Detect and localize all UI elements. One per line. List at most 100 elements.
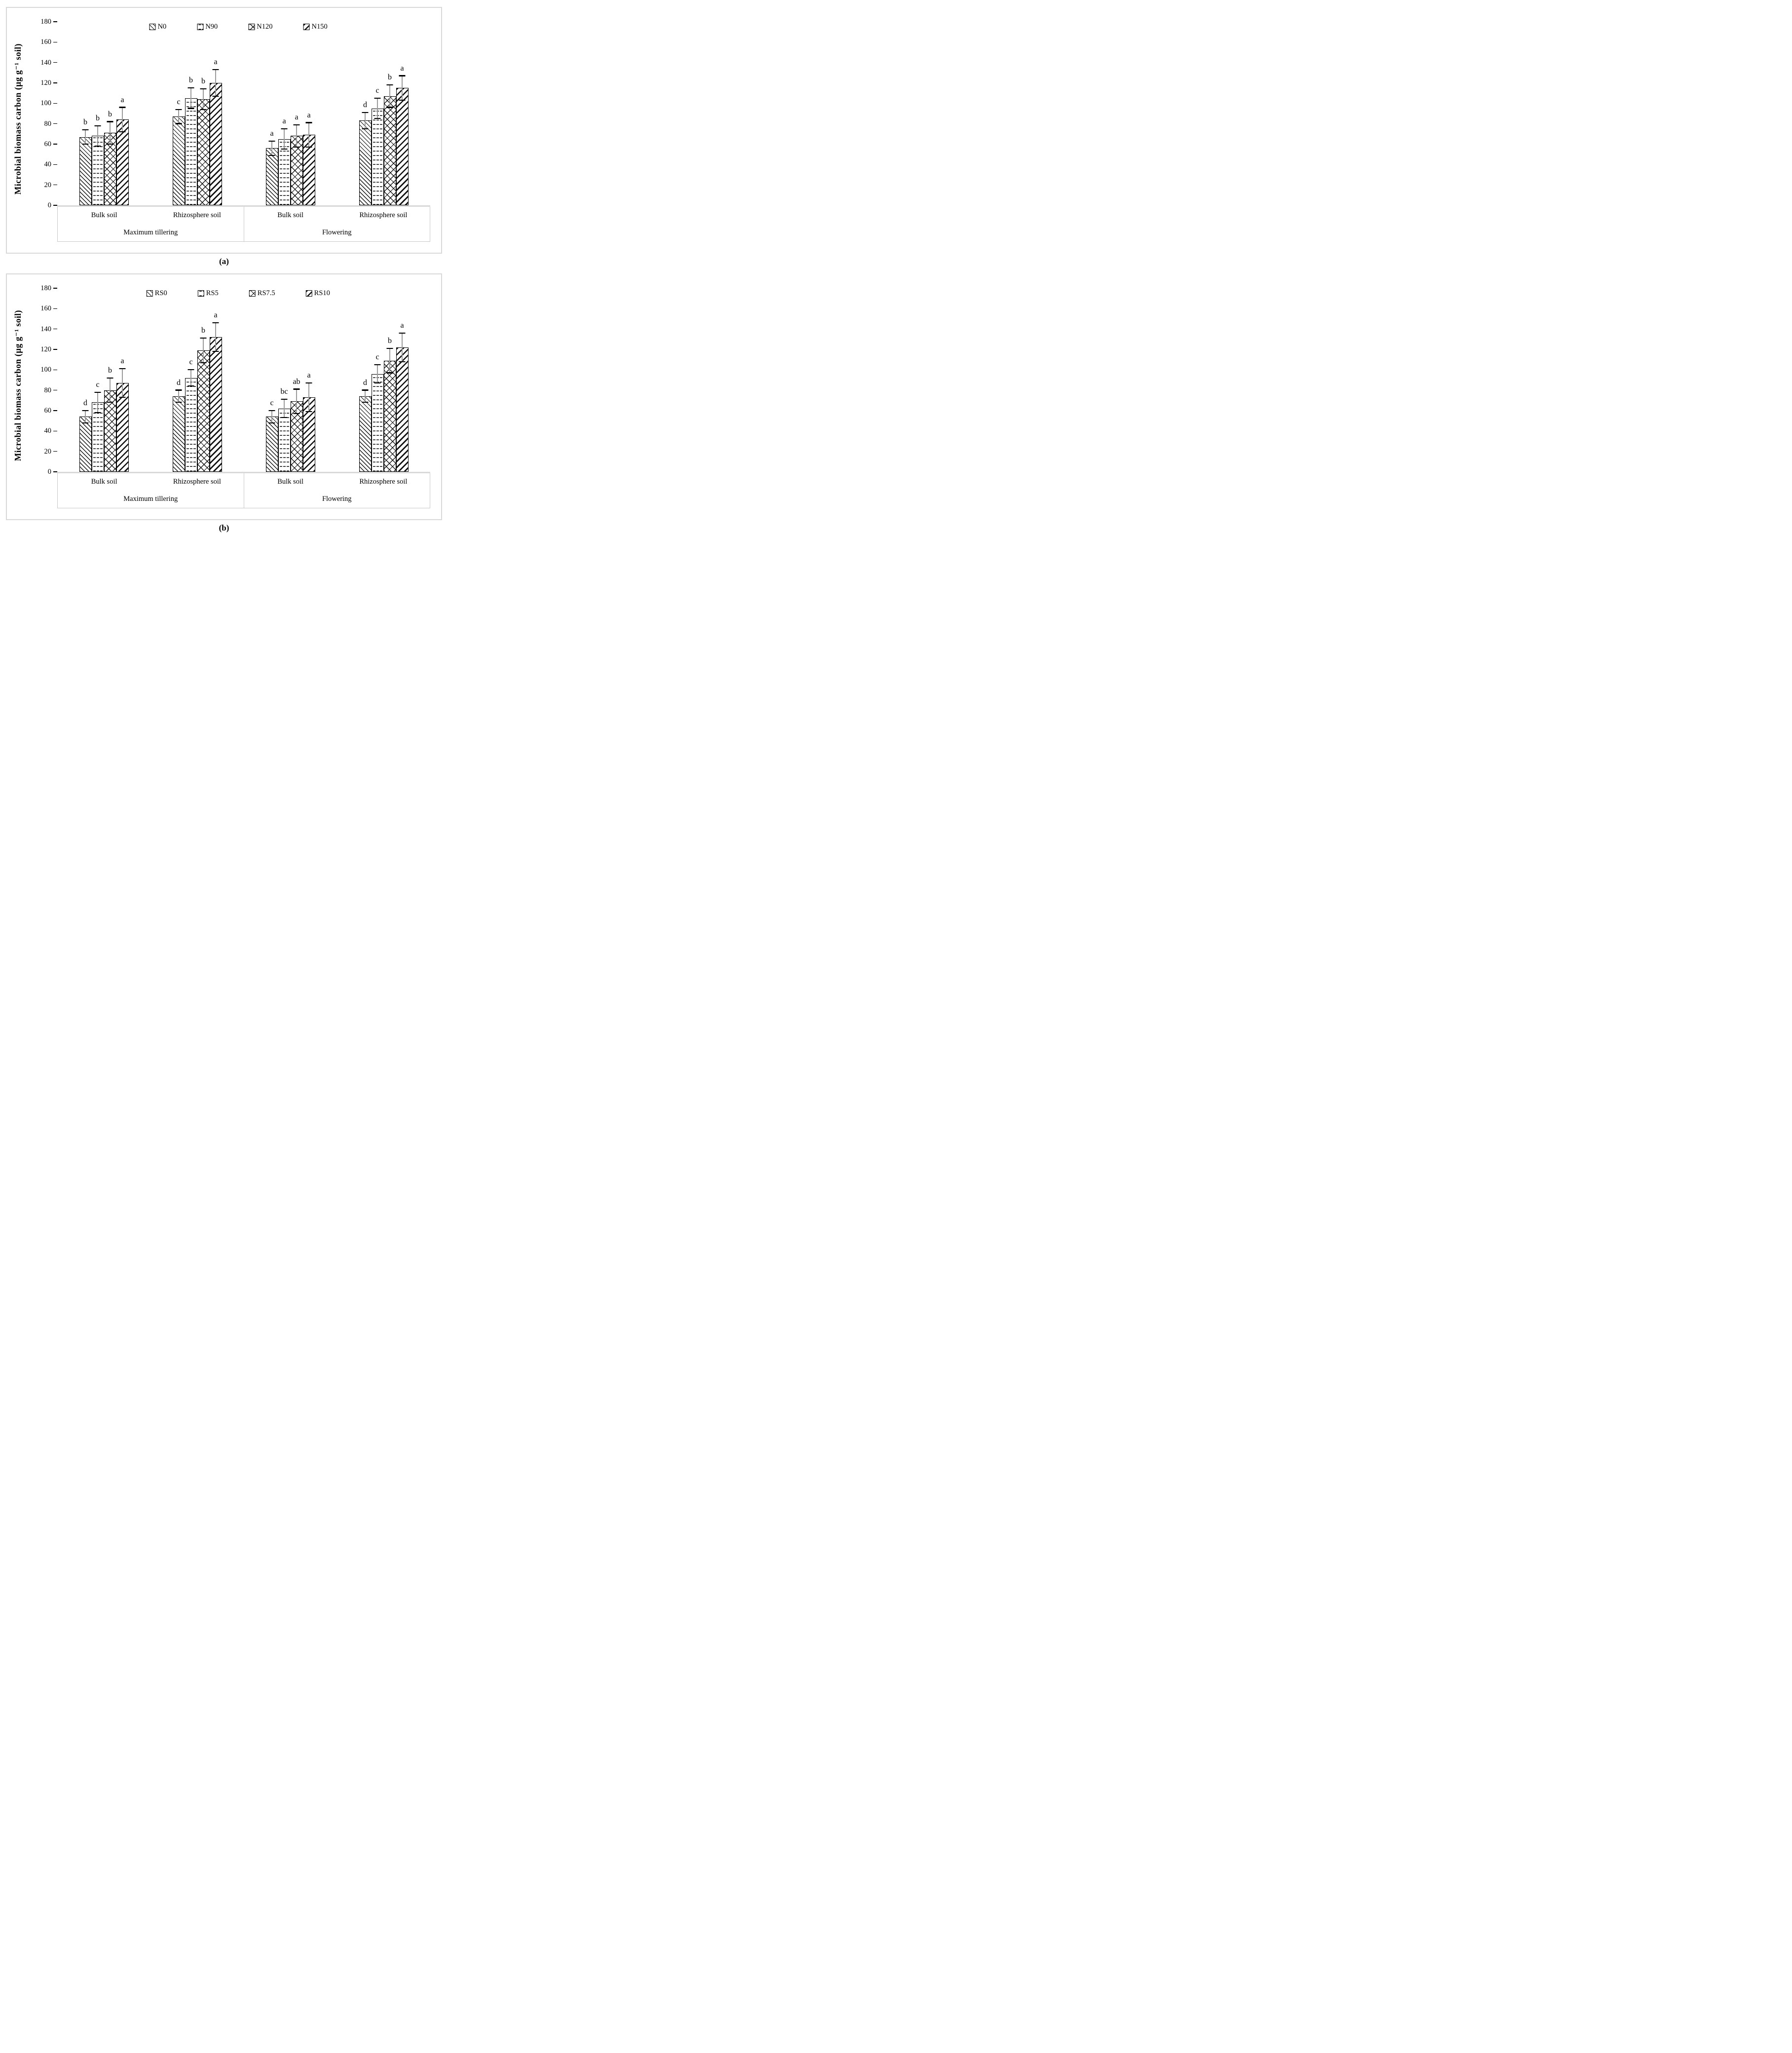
significance-letter: a (214, 58, 218, 67)
y-tick-label: 20 (44, 181, 52, 189)
error-bar-stem (296, 124, 297, 148)
bar-slot: c (371, 22, 384, 205)
significance-letter: a (400, 321, 404, 330)
bar-slot: b (383, 288, 396, 472)
error-bar-cap-bottom (94, 412, 101, 414)
error-bar-stem (402, 333, 403, 362)
bar-N120 (383, 96, 396, 205)
legend-label: RS7.5 (257, 289, 275, 297)
legend-item: N120 (248, 23, 273, 31)
bar-group: c bc ab a (244, 288, 337, 472)
soil-label: Rhizosphere soil (173, 477, 221, 486)
soil-label: Rhizosphere soil (173, 211, 221, 219)
bar-slot: b (185, 22, 197, 205)
significance-letter: c (189, 358, 193, 367)
significance-letter: a (282, 117, 286, 125)
error-bar-stem (97, 125, 98, 147)
chart-main: 0 20 40 60 80 100 120 140 160 180 RS0 RS5 RS7.5 RS10 d… (28, 279, 440, 508)
error-bar-stem (203, 338, 204, 363)
chart-b: Microbial biomass carbon (µg g⁻¹ soil) 0 2… (8, 279, 440, 508)
error-bar-stem (97, 392, 98, 413)
error-bar-stem (284, 399, 285, 418)
error-bar-cap-bottom (187, 385, 194, 387)
diamond-crosshatch-swatch-icon (249, 290, 256, 297)
bar-slot: d (79, 288, 92, 472)
y-tick-mark (53, 430, 57, 432)
error-bar-stem (110, 378, 111, 403)
bar-RS10 (396, 347, 409, 472)
bar-RS7.5 (197, 350, 210, 472)
significance-letter: c (270, 399, 274, 407)
legend-item: RS5 (197, 289, 219, 298)
error-bar-stem (389, 348, 390, 373)
error-bar-cap-top (362, 389, 369, 391)
significance-letter: b (201, 326, 205, 335)
significance-letter: c (375, 353, 379, 361)
bar-slot: c (371, 288, 384, 472)
bar-RS5 (185, 378, 197, 472)
error-bar-cap-bottom (281, 417, 288, 418)
bar-N150 (116, 119, 129, 205)
bar-RS0 (359, 396, 372, 472)
error-bar-cap-bottom (374, 118, 381, 119)
error-bar-stem (190, 88, 191, 109)
legend-item: RS10 (305, 289, 330, 298)
bar-slot: a (278, 22, 291, 205)
bar-RS0 (265, 417, 278, 472)
error-bar-stem (308, 122, 309, 148)
bar-slot: b (91, 22, 104, 205)
error-bar-cap-top (212, 322, 219, 324)
error-bar-cap-top (200, 88, 207, 90)
error-bar-cap-bottom (386, 107, 393, 108)
bar-slot: a (290, 22, 303, 205)
legend-item: RS0 (146, 289, 167, 298)
significance-letter: d (83, 399, 87, 407)
panel-a: Microbial biomass carbon (µg g⁻¹ soil) 0 2… (6, 7, 442, 254)
bar-slot: a (265, 22, 278, 205)
soil-label: Bulk soil (277, 211, 304, 219)
error-bar-cap-bottom (399, 99, 406, 101)
legend-item: N90 (197, 23, 218, 31)
error-bar-cap-bottom (187, 108, 194, 109)
error-bar-cap-bottom (200, 362, 207, 363)
y-tick-label: 140 (40, 325, 51, 333)
significance-letter: b (201, 77, 205, 86)
y-axis-title-column: Microbial biomass carbon (µg g⁻¹ soil) (8, 279, 28, 492)
y-tick-label: 80 (44, 386, 52, 394)
bar-slot: b (197, 288, 210, 472)
stage-label: Maximum tillering (123, 494, 178, 503)
error-bar-cap-bottom (399, 361, 406, 362)
y-tick-mark (53, 389, 57, 391)
error-bar-cap-top (374, 364, 381, 365)
significance-letter: a (307, 371, 311, 380)
bar-slot: a (209, 288, 222, 472)
stage-section: Bulk soil Rhizosphere soil Flowering (244, 473, 430, 508)
y-tick-label: 0 (47, 468, 51, 476)
significance-letter: b (189, 76, 193, 85)
bar-slot: a (116, 22, 129, 205)
y-tick-mark (53, 62, 57, 63)
error-bar-cap-top (293, 124, 300, 125)
bar-RS7.5 (290, 401, 303, 472)
error-bar-cap-top (305, 382, 312, 384)
error-bar-cap-top (374, 97, 381, 99)
y-tick-mark (53, 82, 57, 83)
significance-letter: a (120, 357, 124, 366)
error-bar-cap-top (268, 410, 275, 411)
error-bar-cap-bottom (82, 422, 89, 423)
error-bar-cap-top (175, 109, 182, 110)
soil-label: Rhizosphere soil (359, 477, 408, 486)
bar-slot: a (302, 22, 315, 205)
bar-N90 (278, 139, 291, 205)
diamond-crosshatch-swatch-icon (248, 24, 255, 30)
diagonal-up-thick-swatch-icon (303, 24, 310, 30)
significance-letter: bc (280, 387, 288, 396)
plot-area: 0 20 40 60 80 100 120 140 160 180 RS0 RS5 RS7.5 RS10 d… (40, 284, 430, 476)
bar-RS5 (278, 408, 291, 472)
bar-slot: c (172, 22, 185, 205)
bar-RS7.5 (383, 360, 396, 472)
y-tick-label: 160 (40, 304, 51, 313)
diagonal-up-thick-swatch-icon (305, 290, 312, 297)
panel-b: Microbial biomass carbon (µg g⁻¹ soil) 0 2… (6, 273, 442, 520)
